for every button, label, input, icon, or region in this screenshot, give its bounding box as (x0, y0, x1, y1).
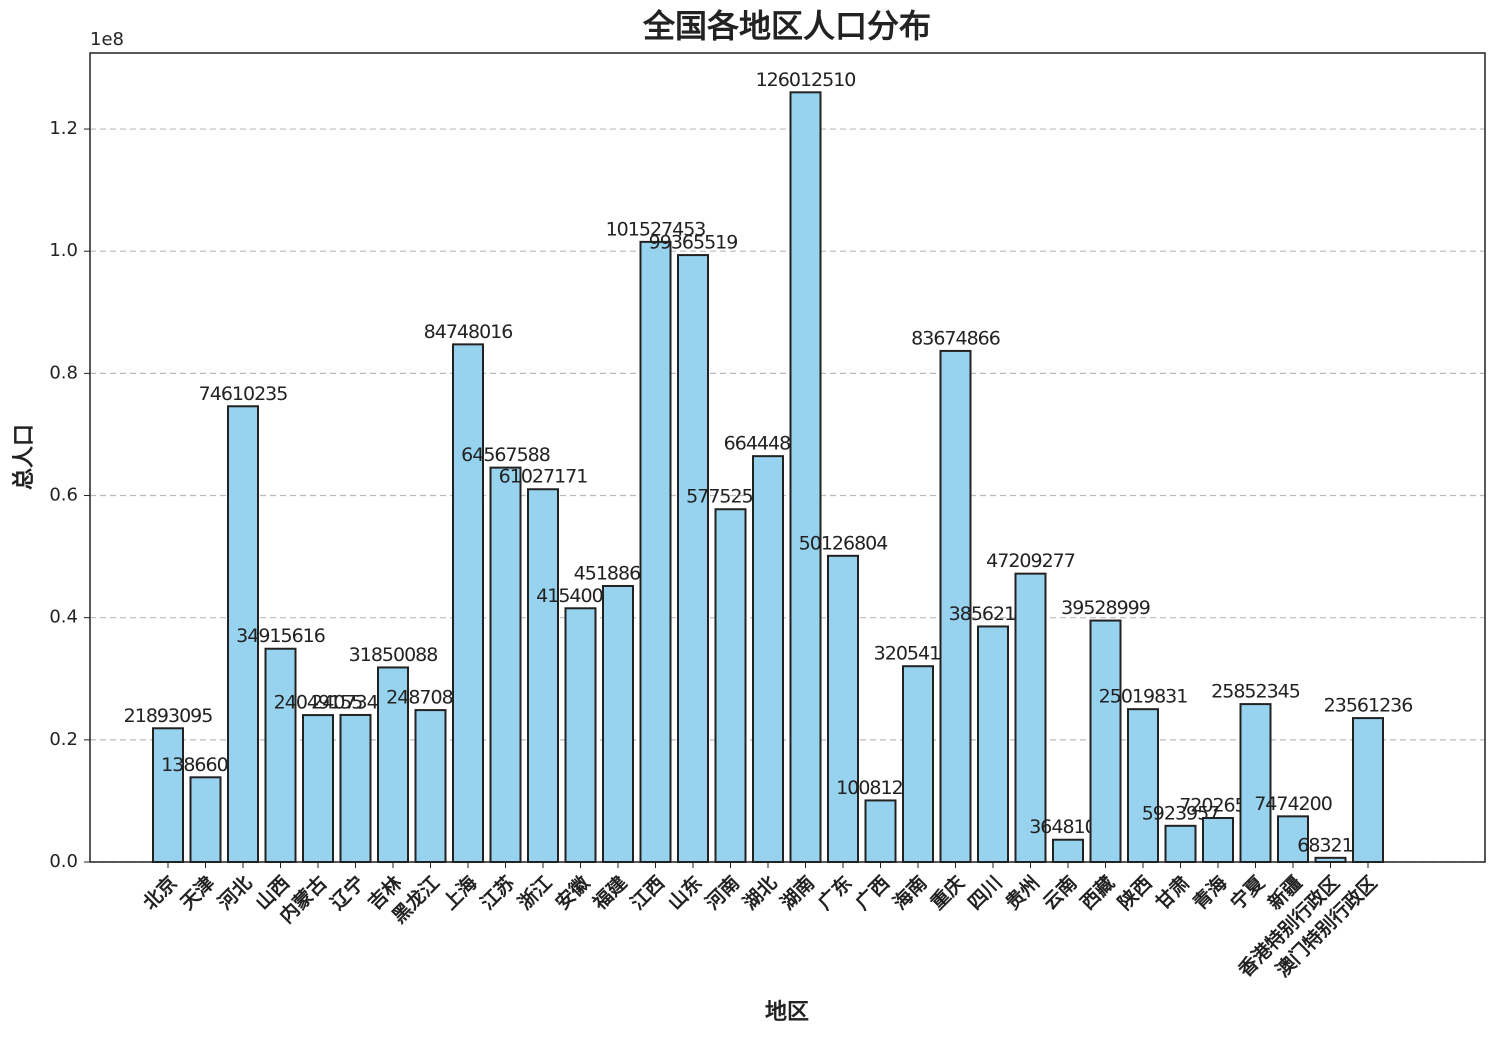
bar (489, 466, 522, 863)
x-tick-label: 山东 (663, 871, 706, 914)
bar (1164, 824, 1197, 863)
data-label: 101527453 (606, 218, 706, 240)
x-tick-label: 广东 (813, 871, 856, 914)
y-tick-label: 0.2 (49, 729, 78, 750)
x-tick-label: 云南 (1039, 872, 1081, 914)
x-tick-label: 四川 (964, 872, 1006, 914)
data-label: 99365519 (649, 232, 738, 254)
bar (902, 665, 934, 863)
data-label: 61027171 (499, 466, 588, 488)
x-tick-label: 海南 (888, 871, 931, 914)
data-label: 83674866 (911, 327, 1000, 349)
data-label: 21893095 (124, 705, 213, 727)
data-label: 34915616 (236, 625, 325, 647)
x-axis-label: 地区 (765, 1000, 809, 1025)
data-label: 126012510 (756, 69, 856, 91)
x-tick-label: 福建 (588, 871, 632, 915)
x-tick-label: 江西 (626, 872, 668, 914)
bar (189, 776, 222, 863)
data-label: 25019831 (1099, 686, 1188, 708)
x-tick-label: 贵州 (1001, 872, 1043, 914)
bar (714, 508, 747, 863)
x-tick-label: 浙江 (513, 871, 556, 914)
bar (1052, 838, 1084, 863)
x-tick-label: 河南 (701, 872, 743, 914)
data-label: 64567588 (461, 444, 550, 466)
data-label: 50126804 (799, 532, 889, 554)
x-tick-label: 重庆 (926, 871, 969, 914)
bar (564, 607, 597, 863)
data-label: 23561236 (1324, 695, 1413, 717)
x-tick-label: 湖北 (739, 872, 781, 914)
y-tick-label: 0.6 (49, 485, 78, 506)
bar (1089, 619, 1122, 863)
bar (752, 455, 784, 863)
bar (414, 709, 447, 863)
data-label: 24049155 (274, 692, 363, 714)
data-label: 7474200 (1254, 793, 1332, 815)
x-tick-label: 天津 (176, 871, 219, 914)
bar (302, 714, 334, 863)
data-label: 47209277 (986, 550, 1075, 572)
data-label: 25852345 (1211, 681, 1300, 703)
x-tick-label: 广西 (851, 871, 894, 914)
bar (152, 727, 184, 863)
bar (602, 584, 634, 863)
bar (864, 799, 897, 864)
bar (789, 91, 822, 864)
bar (639, 240, 672, 863)
x-tick-label: 河北 (214, 872, 256, 914)
y-tick-label: 0.4 (49, 607, 78, 628)
data-label: 31850088 (349, 644, 438, 666)
x-tick-label: 北京 (138, 871, 181, 914)
bar (377, 666, 409, 863)
y-tick-label: 0.8 (49, 362, 78, 383)
bar (339, 713, 372, 864)
data-label: 683218 (1297, 834, 1364, 856)
data-label: 39528999 (1061, 597, 1150, 619)
bar (1352, 717, 1384, 864)
bar (227, 405, 259, 863)
bar (977, 625, 1009, 863)
x-tick-label: 江苏 (476, 871, 519, 914)
x-tick-label: 西藏 (1076, 871, 1119, 914)
x-tick-label: 陕西 (1113, 871, 1156, 914)
x-tick-label: 上海 (438, 871, 481, 914)
data-label: 74610235 (199, 383, 288, 405)
y-axis-label: 总人口 (11, 424, 37, 490)
x-tick-label: 青海 (1188, 871, 1231, 914)
bar (1127, 708, 1159, 863)
y-offset-label: 1e8 (90, 29, 124, 50)
plot-frame (89, 52, 1486, 863)
y-tick-label: 1.2 (49, 118, 78, 139)
bar (1239, 703, 1272, 864)
bar (827, 554, 859, 863)
data-label: 5923957 (1142, 802, 1220, 824)
bar (452, 343, 484, 863)
y-tick-label: 0.0 (49, 851, 78, 872)
y-tick-label: 1.0 (49, 240, 78, 261)
x-tick-label: 安徽 (551, 870, 595, 914)
bar (677, 254, 709, 863)
chart-title: 全国各地区人口分布 (642, 7, 931, 45)
bar (264, 647, 297, 863)
data-label: 3648100 (1029, 816, 1107, 838)
bar (527, 488, 559, 863)
x-tick-label: 辽宁 (326, 871, 369, 914)
x-tick-label: 湖南 (776, 872, 818, 914)
x-tick-label: 甘肃 (1151, 871, 1194, 914)
x-tick-label: 宁夏 (1226, 870, 1270, 914)
data-label: 84748016 (424, 321, 513, 343)
bar (1202, 817, 1234, 864)
data-label: 7202654 (1179, 795, 1258, 817)
bar (1014, 572, 1047, 864)
